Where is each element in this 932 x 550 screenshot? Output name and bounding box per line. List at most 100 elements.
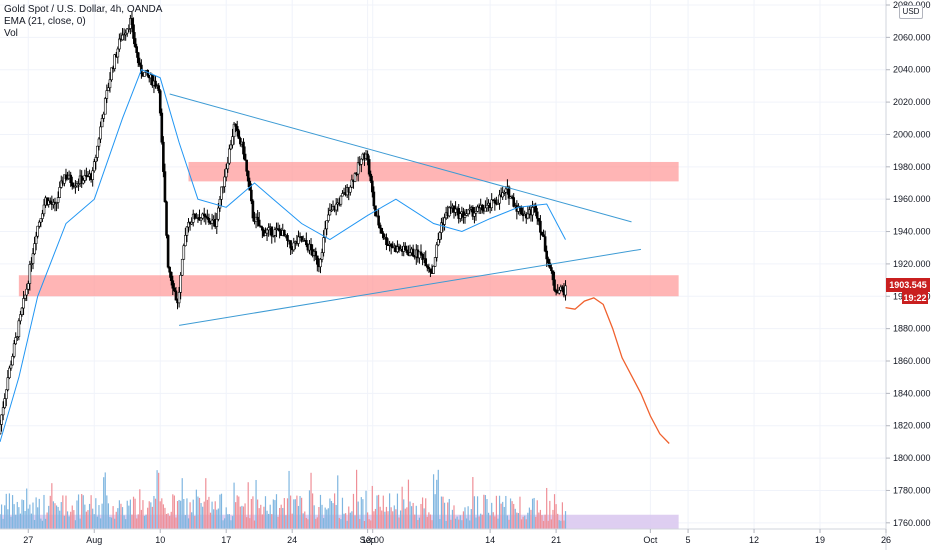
volume-bar [465, 518, 468, 529]
volume-bar [345, 513, 347, 529]
trendlines[interactable] [169, 93, 642, 326]
volume-bar [437, 469, 439, 529]
volume-bar [436, 479, 438, 529]
candle-body [64, 174, 68, 180]
candle-body [371, 180, 374, 193]
candle-body [185, 226, 189, 236]
volume-bar [312, 493, 314, 529]
candle-body [74, 185, 77, 188]
projection-path[interactable] [565, 297, 670, 444]
candle-body [257, 219, 261, 227]
volume-bar [70, 511, 72, 529]
candle-body [325, 220, 329, 230]
volume-bar [563, 520, 565, 529]
volume-bar [491, 502, 493, 529]
trendline [179, 248, 642, 326]
volume-bar [150, 502, 152, 529]
volume-bar [183, 498, 185, 529]
volume-bar [365, 490, 367, 529]
candle-body [550, 267, 553, 272]
volume-bar [552, 509, 554, 529]
candle-body [243, 153, 247, 161]
volume-bar [517, 513, 520, 529]
candle-body [466, 209, 470, 215]
candle-body [206, 216, 209, 219]
candle-body [248, 180, 252, 191]
candle-body [168, 266, 171, 273]
price-zone [18, 275, 679, 297]
volume-bar [170, 511, 172, 529]
candle-body [378, 224, 382, 229]
volume-bar [59, 510, 61, 529]
candle-body [272, 235, 275, 237]
candle-body [124, 32, 127, 35]
candle-body [220, 186, 223, 200]
volume-bar [249, 518, 251, 529]
candle-body [432, 265, 435, 274]
candle-body [540, 231, 544, 235]
volume-bar [370, 520, 372, 529]
volume-bar [506, 515, 509, 529]
volume-bar [244, 503, 246, 529]
volume-bar [448, 498, 450, 529]
volume-bar [321, 504, 323, 529]
volume-bar [377, 494, 380, 529]
volume-bar [355, 469, 358, 529]
candle-body [265, 229, 269, 234]
volume-bar [313, 505, 315, 529]
volume-bar [352, 493, 355, 529]
volume-bar [447, 502, 449, 529]
candle-body [471, 207, 475, 217]
volume-bar [216, 509, 218, 529]
volume-bar [279, 507, 281, 529]
volume-bar [387, 511, 389, 529]
volume-bar [470, 509, 472, 529]
volume-bar [258, 508, 260, 529]
volume-bar [508, 519, 510, 529]
volume-bar [38, 498, 40, 529]
candle-body [250, 189, 253, 202]
candle-body [226, 162, 230, 170]
volume-bar [114, 518, 116, 529]
volume-bar [225, 507, 227, 529]
volume-bar [238, 496, 240, 529]
candle-body [242, 141, 245, 155]
candle-body [542, 234, 545, 237]
candle-body [360, 158, 363, 165]
volume-bar [417, 519, 419, 529]
candle-body [42, 204, 46, 215]
volume-bar [410, 506, 413, 529]
symbol-title[interactable]: Gold Spot / U.S. Dollar, 4h, OANDA [4, 4, 163, 15]
candle-body [127, 28, 131, 30]
volume-bar [134, 498, 136, 529]
candle-body [91, 170, 94, 180]
volume-bar [561, 502, 563, 529]
candle-body [510, 196, 514, 199]
volume-bar [66, 511, 69, 529]
volume-bar [35, 497, 37, 529]
candle-body [380, 227, 384, 234]
volume-indicator-label[interactable]: Vol [4, 28, 18, 39]
volume-bar [257, 499, 259, 529]
candle-body [25, 288, 29, 296]
volume-bar [480, 513, 482, 529]
volume-bar [109, 516, 111, 529]
volume-bar [469, 520, 471, 529]
candle-body [261, 227, 264, 231]
last-price-label: 1903.545 [886, 278, 930, 292]
candle-body [273, 229, 277, 236]
volume-bar [395, 509, 397, 529]
volume-bar [180, 500, 182, 529]
candle-body [113, 54, 116, 69]
volume-bar [27, 508, 29, 529]
volume-bar [327, 508, 329, 529]
candle-body [70, 182, 74, 187]
candle-body [28, 264, 32, 284]
currency-badge[interactable]: USD [899, 5, 923, 19]
volume-bar [200, 503, 202, 529]
ema-indicator-label[interactable]: EMA (21, close, 0) [4, 16, 86, 27]
volume-bar [384, 511, 386, 529]
volume-bar [516, 512, 518, 529]
